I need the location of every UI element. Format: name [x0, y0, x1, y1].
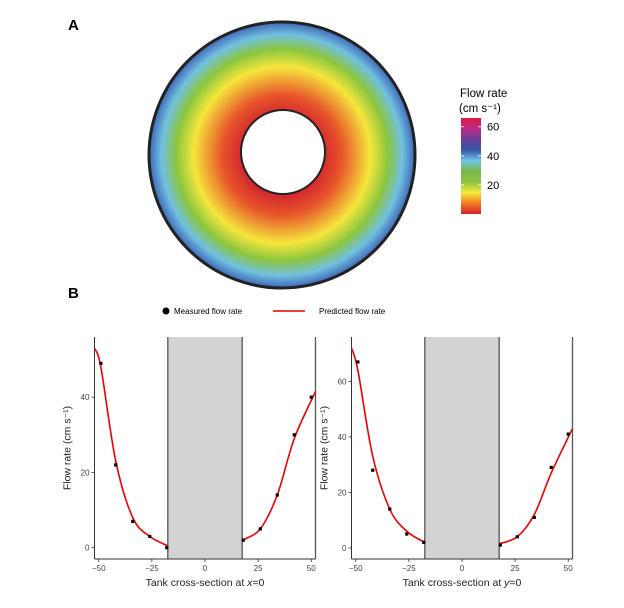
measured-point — [549, 465, 553, 470]
x-tick-label: −25 — [145, 564, 159, 573]
y-tick-label: 0 — [342, 544, 347, 553]
measured-point — [241, 538, 245, 542]
x-axis-label-var: y — [503, 577, 510, 589]
x-axis-label-suffix: =0 — [509, 577, 521, 589]
measured-point — [165, 546, 169, 550]
x-tick-label: 50 — [307, 564, 316, 573]
measured-point — [114, 463, 118, 467]
x-tick-label: 0 — [460, 564, 465, 573]
y-tick-label: 0 — [85, 544, 90, 553]
y-tick-label: 20 — [81, 468, 90, 477]
measured-point — [309, 395, 313, 399]
measured-point — [275, 493, 279, 497]
measured-point — [99, 361, 103, 365]
measured-point — [148, 534, 152, 539]
predicted-flow-line — [350, 347, 426, 544]
plot-y-cross-section: −50 −25 0 25 50 0 20 40 60 Tank cross-section at … — [319, 337, 574, 589]
measured-point — [131, 519, 135, 523]
y-axis-label: Flow rate (cm s⁻¹) — [319, 406, 331, 490]
x-axis-label-prefix: Tank cross-section at — [146, 577, 248, 589]
colorbar-tick-label: 60 — [487, 122, 499, 134]
x-tick-label: 25 — [511, 564, 520, 573]
x-axis-label: Tank cross-section at y=0 — [403, 577, 522, 589]
plot-x-cross-section: −50 −25 0 25 50 0 20 40 Tank cross-section at x=… — [62, 337, 317, 589]
predicted-flow-line — [241, 391, 317, 541]
x-tick-label: 25 — [254, 564, 263, 573]
y-tick-label: 40 — [338, 433, 347, 442]
tank-flow-map — [147, 20, 417, 290]
measured-point — [515, 535, 519, 539]
x-tick-label: −50 — [92, 564, 106, 573]
y-tick-label: 20 — [338, 488, 347, 497]
shaded-tank-center — [424, 337, 500, 559]
colorbar: Flow rate (cm s⁻¹) 60 40 20 — [459, 88, 507, 214]
tank-center-hole — [240, 109, 326, 195]
y-axis-label: Flow rate (cm s⁻¹) — [62, 406, 74, 490]
x-axis-label: Tank cross-section at x=0 — [146, 577, 265, 589]
x-axis-label-var: x — [246, 577, 253, 589]
x-tick-label: −25 — [402, 564, 416, 573]
x-tick-label: 50 — [564, 564, 573, 573]
legend-measured-label: Measured flow rate — [174, 307, 243, 316]
legend-predicted-label: Predicted flow rate — [319, 307, 386, 316]
colorbar-tick-label: 20 — [487, 180, 499, 192]
measured-point — [532, 515, 536, 519]
measured-point — [258, 527, 262, 531]
measured-point — [388, 507, 392, 511]
x-axis-label-prefix: Tank cross-section at — [403, 577, 505, 589]
y-tick-label: 60 — [338, 377, 347, 386]
measured-point — [422, 540, 426, 544]
measured-point — [292, 433, 296, 437]
measured-point — [371, 468, 375, 472]
colorbar-title-line2: (cm s⁻¹) — [459, 103, 501, 115]
x-tick-label: −50 — [349, 564, 363, 573]
shaded-tank-center — [167, 337, 243, 559]
colorbar-tick-label: 40 — [487, 151, 499, 163]
y-tick-label: 40 — [81, 393, 90, 402]
measured-point — [566, 432, 570, 436]
colorbar-bar — [461, 118, 481, 214]
measured-point — [356, 360, 360, 364]
panel-label-b: B — [68, 285, 79, 302]
measured-point — [498, 543, 502, 547]
legend-measured-marker — [162, 307, 170, 315]
x-tick-label: 0 — [203, 564, 208, 573]
x-axis-label-suffix: =0 — [252, 577, 264, 589]
panel-label-a: A — [68, 17, 79, 34]
predicted-flow-line — [93, 347, 169, 547]
legend: Measured flow rate Predicted flow rate — [162, 307, 386, 316]
colorbar-title-line1: Flow rate — [460, 88, 507, 100]
predicted-flow-line — [498, 428, 574, 545]
measured-point — [405, 532, 409, 536]
